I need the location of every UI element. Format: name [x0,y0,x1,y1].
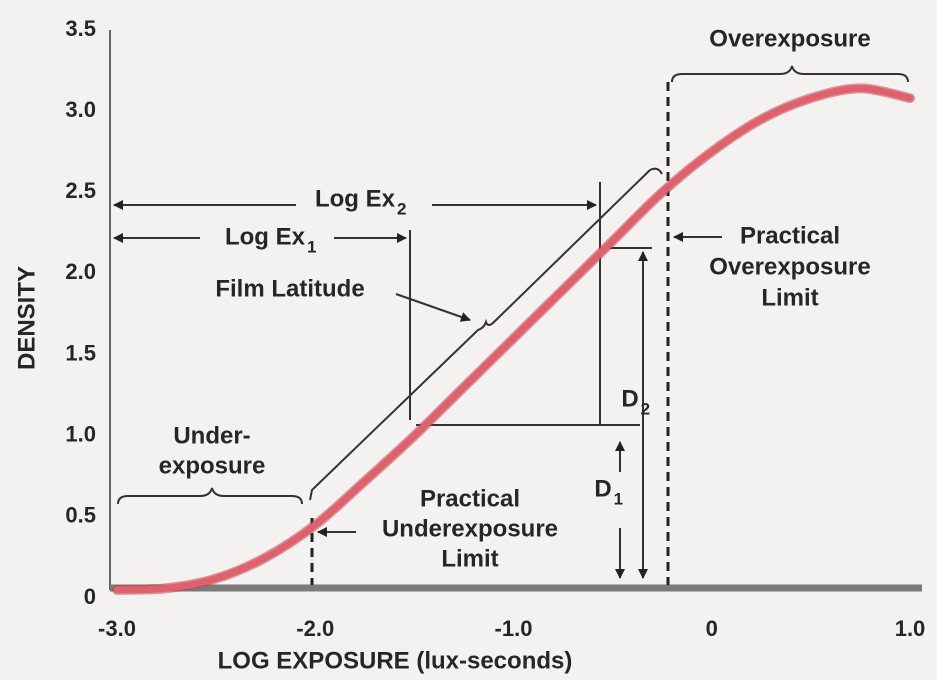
y-axis-label: DENSITY [13,266,40,370]
annotation-subscript: 2 [641,399,650,418]
x-tick-label: -3.0 [98,616,136,641]
annotation: exposure [159,452,266,479]
over-bracket [671,65,909,83]
under-bracket [117,487,303,505]
annotation: Log Ex [225,223,306,250]
y-tick-label: 2.5 [65,178,96,203]
y-tick-label: 2.0 [65,259,96,284]
x-tick-label: 1.0 [895,616,926,641]
annotation: Limit [441,545,498,572]
annotation: Practical [420,485,520,512]
latitude-bracket [309,167,663,501]
annotation: Underexposure [382,515,558,542]
annotation: Overexposure [709,253,870,280]
arrow [395,293,471,322]
x-axis-label: LOG EXPOSURE (lux-seconds) [218,647,573,674]
annotation: Overexposure [709,25,870,52]
y-tick-label: 0.5 [65,503,96,528]
y-tick-label: 1.0 [65,422,96,447]
y-tick-label: 3.5 [65,16,96,41]
annotation: Under- [173,422,250,449]
annotation: Film Latitude [215,275,364,302]
x-tick-label: -2.0 [296,616,334,641]
y-tick-label: 3.0 [65,97,96,122]
annotation: D [621,385,638,412]
x-tick-label: -1.0 [495,616,533,641]
curve [113,84,914,594]
annotation: Limit [761,284,818,311]
annotation: D [594,475,611,502]
y-tick-label: 0 [84,584,96,609]
guides [113,65,909,585]
x-tick-label: 0 [706,616,718,641]
annotation: Practical [740,222,840,249]
annotation: Log Ex [315,185,396,212]
annotation-subscript: 1 [307,237,316,256]
y-tick-label: 1.5 [65,340,96,365]
annotation-subscript: 1 [614,489,623,508]
annotation-subscript: 2 [397,199,406,218]
